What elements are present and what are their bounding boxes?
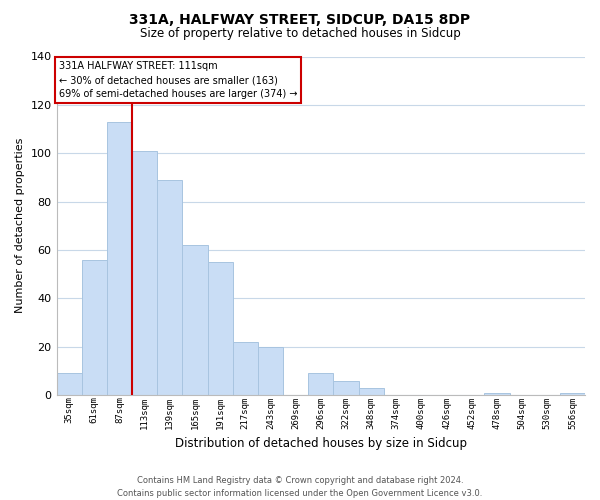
Bar — [82, 260, 107, 395]
Bar — [258, 346, 283, 395]
Bar — [233, 342, 258, 395]
Bar — [56, 374, 82, 395]
Bar — [359, 388, 383, 395]
Y-axis label: Number of detached properties: Number of detached properties — [15, 138, 25, 314]
Bar — [132, 151, 157, 395]
Bar — [107, 122, 132, 395]
Text: Size of property relative to detached houses in Sidcup: Size of property relative to detached ho… — [140, 28, 460, 40]
Text: 331A, HALFWAY STREET, SIDCUP, DA15 8DP: 331A, HALFWAY STREET, SIDCUP, DA15 8DP — [130, 12, 470, 26]
X-axis label: Distribution of detached houses by size in Sidcup: Distribution of detached houses by size … — [175, 437, 467, 450]
Bar — [560, 392, 585, 395]
Bar — [208, 262, 233, 395]
Bar — [157, 180, 182, 395]
Bar — [484, 392, 509, 395]
Text: Contains HM Land Registry data © Crown copyright and database right 2024.
Contai: Contains HM Land Registry data © Crown c… — [118, 476, 482, 498]
Bar — [182, 245, 208, 395]
Text: 331A HALFWAY STREET: 111sqm
← 30% of detached houses are smaller (163)
69% of se: 331A HALFWAY STREET: 111sqm ← 30% of det… — [59, 62, 298, 100]
Bar — [308, 374, 334, 395]
Bar — [334, 380, 359, 395]
